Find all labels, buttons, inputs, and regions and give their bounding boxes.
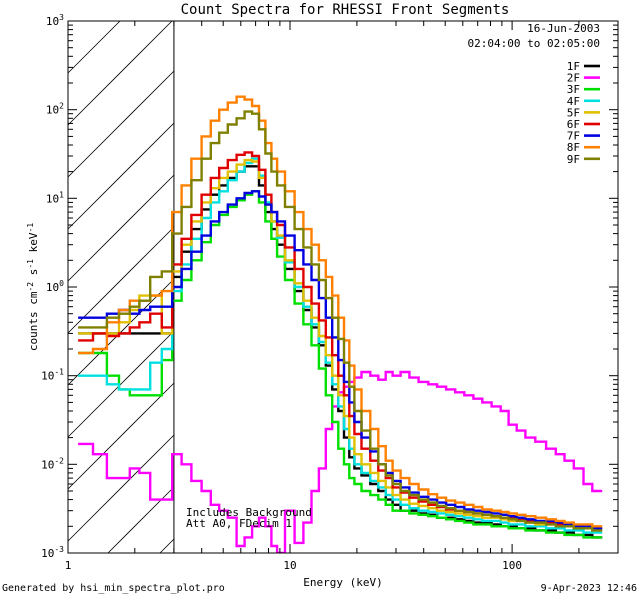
series-line-2f	[78, 370, 603, 553]
legend-label-1f: 1F	[567, 60, 580, 73]
legend-label-4f: 4F	[567, 95, 580, 108]
legend-date: 16-Jun-2003	[527, 22, 600, 35]
hatch-lines	[67, 20, 175, 554]
chart-title: Count Spectra for RHESSI Front Segments	[181, 2, 510, 18]
legend-time-range: 02:04:00 to 02:05:00	[468, 37, 600, 50]
series-line-8f	[78, 95, 603, 528]
legend: 16-Jun-2003 02:04:00 to 02:05:00 1F2F3F4…	[468, 22, 600, 166]
legend-label-2f: 2F	[567, 72, 580, 85]
y-tick-label: 10-1	[41, 368, 64, 383]
legend-label-8f: 8F	[567, 141, 580, 154]
series-line-3f	[78, 190, 603, 539]
footer-timestamp: 9-Apr-2023 12:46	[540, 583, 637, 594]
x-tick-label: 10	[283, 559, 296, 572]
legend-label-7f: 7F	[567, 130, 580, 143]
series-line-5f	[78, 158, 603, 532]
annotation-attenuator: Att A0, FDecim 1	[186, 517, 292, 530]
series-line-1f	[78, 165, 603, 539]
x-axis-label: Energy (keV)	[303, 576, 382, 589]
x-tick-label: 1	[65, 559, 72, 572]
series-line-7f	[78, 190, 603, 530]
y-tick-label: 10-3	[41, 545, 64, 560]
x-tick-label: 100	[502, 559, 522, 572]
legend-label-3f: 3F	[567, 83, 580, 96]
y-axis-label: counts cm-2 s-1 keV-1	[26, 223, 40, 351]
series-line-9f	[78, 110, 603, 532]
series-line-4f	[78, 157, 603, 534]
legend-label-9f: 9F	[567, 153, 580, 166]
annotation-background: Includes Background	[186, 506, 312, 519]
footer-generator: Generated by hsi_min_spectra_plot.pro	[2, 583, 225, 594]
series-line-6f	[78, 151, 603, 530]
y-tick-label: 100	[46, 279, 64, 294]
legend-label-5f: 5F	[567, 106, 580, 119]
hatched-region	[67, 20, 175, 554]
y-tick-label: 103	[46, 13, 64, 28]
legend-label-6f: 6F	[567, 118, 580, 131]
y-tick-label: 101	[46, 190, 64, 205]
y-tick-label: 102	[46, 102, 64, 117]
y-tick-label: 10-2	[41, 456, 64, 471]
